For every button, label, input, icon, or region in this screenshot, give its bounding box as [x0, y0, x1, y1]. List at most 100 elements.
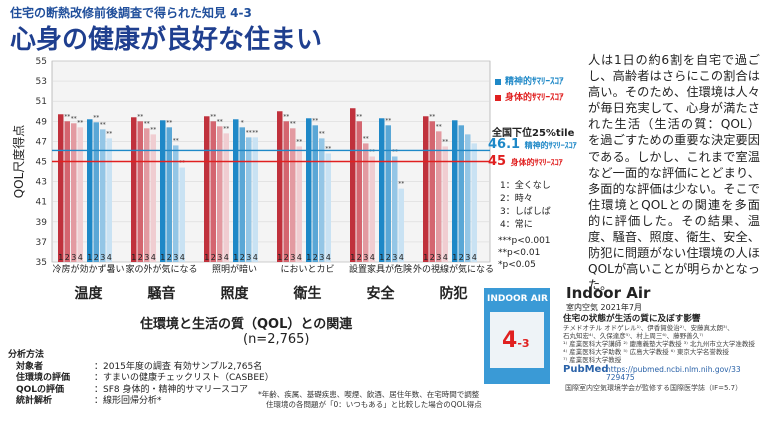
methods-key: 住環境の評価 — [16, 373, 71, 383]
summary-text: 人は1日の約6割を自宅で過ごし、高齢者はさらにこの割合は高い。そのため、住環境は… — [588, 53, 760, 293]
reference-mental-label: 精神的ｻﾏﾘｰｽｺｱ — [524, 141, 577, 150]
bar-level-label: 3 — [436, 253, 441, 262]
pubmed-link-line[interactable]: 729475 — [606, 373, 635, 382]
bar-mental — [252, 137, 258, 262]
bar-physical — [223, 133, 229, 262]
cover-title: INDOOR AIR — [487, 294, 548, 304]
bar-level-label: 4 — [326, 253, 331, 262]
y-tick-label: 37 — [36, 238, 47, 248]
y-tick-label: 47 — [36, 137, 47, 147]
bar-level-label: 2 — [313, 253, 318, 262]
significance-mark: ** — [144, 120, 150, 127]
significance-mark: ** — [319, 130, 325, 137]
author-list: チメドオチル オドゲレル¹⁾、伊香賀俊治²⁾、安藤真太朗³⁾、 石丸知宏⁴⁾、久… — [563, 324, 755, 364]
bar-level-label: 2 — [65, 253, 70, 262]
methods-footnote: *年齢、疾属、基礎疾患、喫煙、飲酒、居住年数、在宅時間で調整 住環境の各問題が「… — [258, 390, 482, 410]
bar-level-label: 3 — [100, 253, 105, 262]
bar-level-label: 1 — [87, 253, 92, 262]
bar-level-label: 4 — [78, 253, 83, 262]
significance-mark: * — [241, 119, 244, 126]
bar-mental — [100, 129, 106, 262]
y-tick-label: 55 — [36, 57, 47, 67]
y-tick-label: 41 — [36, 198, 47, 208]
bar-level-label: 2 — [138, 253, 143, 262]
significance-mark: ** — [64, 113, 70, 120]
bar-level-label: 1 — [423, 253, 428, 262]
significance-mark: ** — [392, 148, 398, 155]
bar-physical — [204, 116, 210, 263]
significance-mark: ** — [290, 120, 296, 127]
y-tick-label: 39 — [36, 218, 48, 228]
category-group-label: 安全 — [367, 285, 396, 302]
bar-mental — [87, 119, 93, 262]
significance-mark: ** — [217, 118, 223, 125]
bar-physical — [363, 143, 369, 262]
pubmed-link[interactable]: https://pubmed.ncbi.nlm.nih.gov/33 72947… — [606, 366, 741, 382]
journal-footer: 国際室内空気環境学会が監修する国際医学誌（IF=5.7） — [565, 384, 743, 392]
y-axis-label: QOL尺度得点 — [11, 125, 26, 199]
significance-mark: ** — [356, 113, 362, 120]
scale-item: 3：しばしば — [500, 207, 551, 217]
article-title: 住宅の状態が生活の質に及ぼす影響 — [563, 314, 701, 324]
significance-mark: ** — [442, 138, 448, 145]
bar-level-label: 4 — [297, 253, 302, 262]
methods-value: ：線形回帰分析* — [94, 396, 162, 406]
bar-level-label: 3 — [319, 253, 324, 262]
significance-mark: ** — [106, 130, 112, 137]
bar-level-label: 2 — [94, 253, 99, 262]
bar-level-label: 4 — [370, 253, 375, 262]
author-line: ⁷⁾ 産業医科大学教授 — [563, 356, 622, 364]
condition-label: 照明が暗い — [212, 263, 257, 275]
significance-mark: ** — [369, 148, 375, 155]
significance-mark: ** — [77, 119, 83, 126]
bar-mental — [233, 119, 239, 262]
methods-row: 住環境の評価 ：すまいの健康チェックリスト（CASBEE） — [8, 373, 274, 385]
bar-level-label: 4 — [180, 253, 185, 262]
bar-level-label: 1 — [379, 253, 384, 262]
significance-mark: ** — [246, 129, 252, 136]
significance-mark: ** — [385, 117, 391, 124]
response-scale-legend: 1：全くなし 2：時々 3：しばしば 4：常に — [500, 180, 551, 232]
significance-mark: ** — [71, 115, 77, 122]
bar-level-label: 1 — [233, 253, 238, 262]
bar-mental — [319, 138, 325, 262]
significance-mark: ** — [436, 123, 442, 130]
reference-physical-value: 45 — [488, 154, 507, 169]
bar-physical — [369, 156, 375, 262]
pubmed-link-line[interactable]: https://pubmed.ncbi.nlm.nih.gov/33 — [606, 365, 741, 374]
author-line: チメドオチル オドゲレル¹⁾、伊香賀俊治²⁾、安藤真太朗³⁾、 — [563, 324, 734, 332]
bar-physical — [356, 121, 362, 262]
bar-physical — [283, 121, 289, 262]
methods-row: 対象者 ：2015年度の調査 有効サンプル2,765名 — [8, 362, 274, 374]
bar-physical — [64, 121, 70, 262]
significance-mark: ** — [312, 117, 318, 124]
y-tick-label: 35 — [36, 258, 47, 268]
reference-physical: 45 身体的ｻﾏﾘｰｽｺｱ — [488, 154, 563, 169]
footnote-line: *年齢、疾属、基礎疾患、喫煙、飲酒、居住年数、在宅時間で調整 — [258, 390, 480, 399]
bar-level-label: 4 — [151, 253, 156, 262]
bar-level-label: 3 — [465, 253, 470, 262]
significance-legend: ***p<0.001 **p<0.01 *p<0.05 — [498, 235, 551, 271]
y-tick-label: 43 — [36, 178, 47, 188]
significance-mark: ** — [173, 137, 179, 144]
bar-mental — [160, 120, 166, 262]
significance-mark: ** — [296, 138, 302, 145]
bar-mental — [93, 122, 99, 263]
significance-mark: ** — [398, 181, 404, 188]
page-title: 心身の健康が良好な住まい — [10, 25, 323, 55]
bar-level-label: 3 — [173, 253, 178, 262]
pubmed-logo: PubMed — [563, 364, 609, 375]
bar-mental — [239, 127, 245, 262]
bar-level-label: 3 — [217, 253, 222, 262]
bar-physical — [296, 146, 302, 262]
bar-level-label: 2 — [167, 253, 172, 262]
methods-row: 統計解析 ：線形回帰分析* — [8, 396, 274, 408]
bar-physical — [77, 127, 83, 262]
author-line: 石丸知宏⁴⁾、久保達彦⁵⁾、村上周三⁶⁾、藤野善久⁷⁾ — [563, 332, 704, 340]
significance-mark: ** — [137, 113, 143, 120]
legend-physical-swatch — [495, 94, 501, 101]
bar-level-label: 4 — [253, 253, 258, 262]
bar-level-label: 1 — [350, 253, 355, 262]
significance-item: *p<0.05 — [498, 260, 536, 270]
bar-mental — [179, 167, 185, 262]
